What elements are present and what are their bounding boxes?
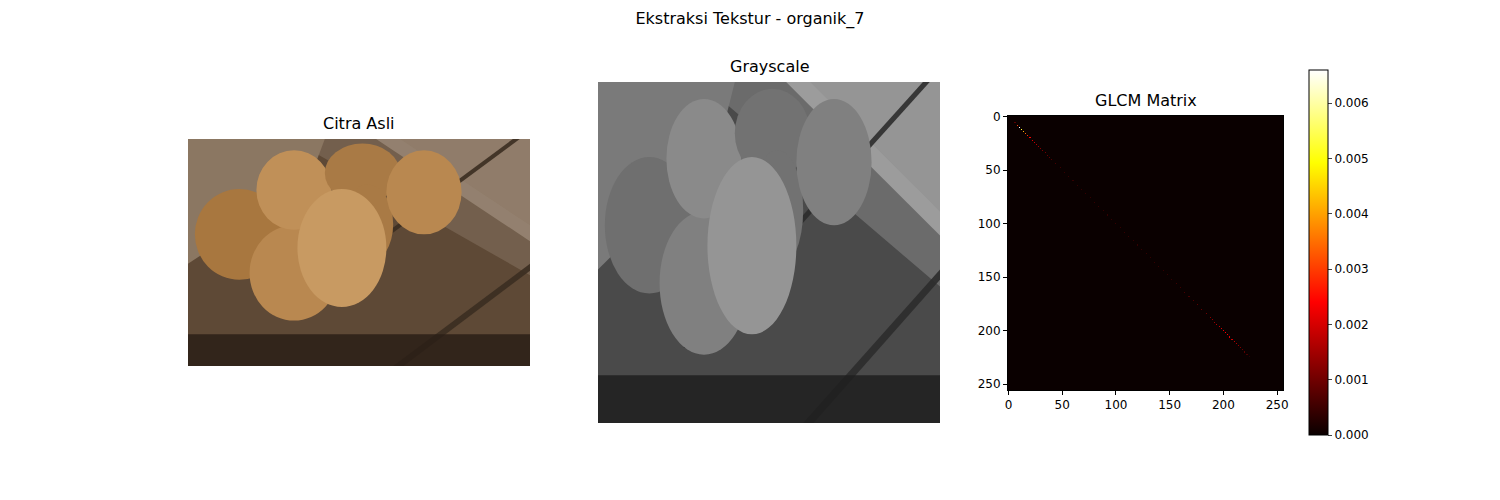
svg-text:0.001: 0.001 — [1334, 373, 1368, 387]
svg-text:200: 200 — [1212, 398, 1235, 412]
svg-text:50: 50 — [985, 163, 1000, 177]
svg-text:50: 50 — [1055, 398, 1070, 412]
svg-text:250: 250 — [978, 377, 1001, 391]
svg-text:0.006: 0.006 — [1334, 96, 1368, 110]
svg-text:0.003: 0.003 — [1334, 262, 1368, 276]
svg-text:Citra Asli: Citra Asli — [323, 114, 395, 133]
svg-text:GLCM Matrix: GLCM Matrix — [1095, 91, 1197, 110]
svg-text:150: 150 — [1158, 398, 1181, 412]
svg-text:150: 150 — [978, 270, 1001, 284]
svg-text:0.002: 0.002 — [1334, 318, 1368, 332]
svg-text:0.005: 0.005 — [1334, 152, 1368, 166]
svg-text:200: 200 — [978, 324, 1001, 338]
svg-text:100: 100 — [978, 217, 1001, 231]
svg-text:Ekstraksi Tekstur - organik_7: Ekstraksi Tekstur - organik_7 — [635, 9, 864, 29]
svg-text:0: 0 — [993, 110, 1001, 124]
svg-text:0.004: 0.004 — [1334, 207, 1368, 221]
svg-text:0: 0 — [1005, 398, 1013, 412]
svg-text:250: 250 — [1266, 398, 1289, 412]
svg-text:Grayscale: Grayscale — [730, 57, 809, 76]
svg-text:100: 100 — [1105, 398, 1128, 412]
svg-text:0.000: 0.000 — [1334, 428, 1368, 442]
